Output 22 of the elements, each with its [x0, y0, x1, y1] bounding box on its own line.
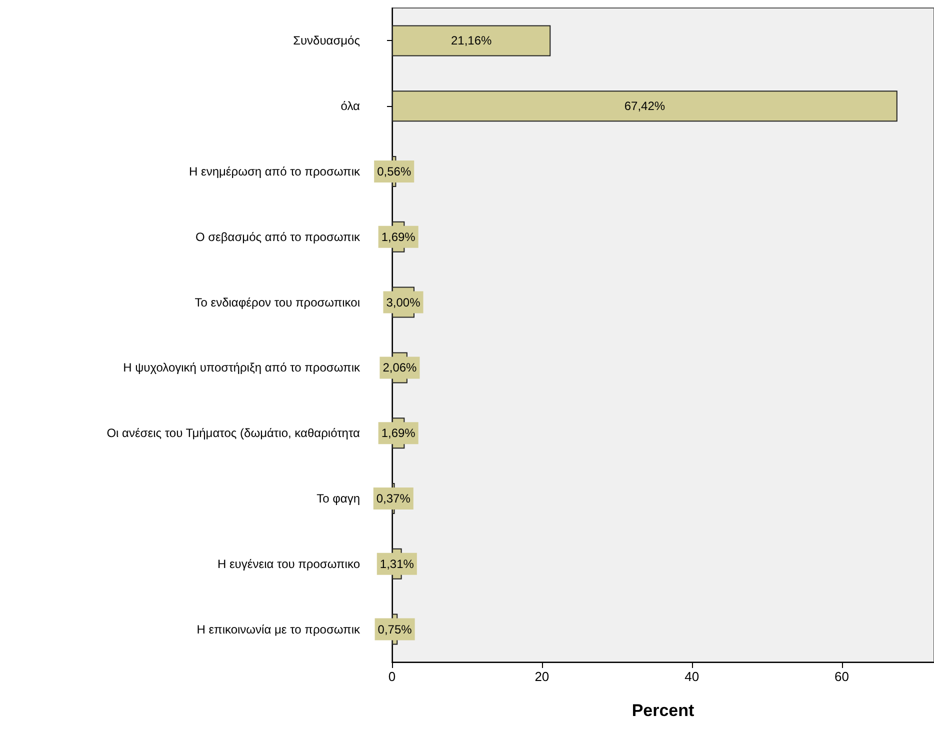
data-label: 67,42% [624, 99, 666, 114]
data-label: 1,31% [380, 556, 414, 571]
y-tick-label: Οι ανέσεις του Τμήματος (δωμάτιο, καθαριότητα [106, 426, 360, 440]
y-tick-label: Η ευγένεια του προσωπικο [217, 556, 360, 571]
data-label: 21,16% [450, 34, 492, 48]
y-tick-label: Συνδυασμός [293, 34, 360, 48]
data-label: 0,75% [378, 622, 412, 636]
y-tick-label: Η ενημέρωση από το προσωπικ [188, 164, 361, 178]
x-axis-title: Percent [632, 701, 695, 720]
y-tick-label: όλα [340, 99, 360, 114]
y-tick-label: Ο σεβασμός από το προσωπικ [195, 230, 361, 244]
x-tick-label: 20 [534, 669, 550, 684]
bar [392, 90, 898, 122]
y-tick-label: Το ενδιαφέρον του προσωπικοι [194, 295, 360, 310]
y-tick-label: Η επικοινωνία με το προσωπικ [196, 622, 361, 636]
x-tick-label: 60 [834, 669, 850, 684]
x-tick-label: 40 [684, 669, 700, 684]
x-tick-label: 0 [388, 669, 396, 684]
y-tick-label: Η ψυχολογική υποστήριξη από το προσωπικ [123, 360, 361, 375]
data-label: 0,37% [376, 492, 411, 506]
y-tick-label: Το φαγη [316, 492, 360, 506]
data-label: 0,56% [377, 164, 412, 178]
